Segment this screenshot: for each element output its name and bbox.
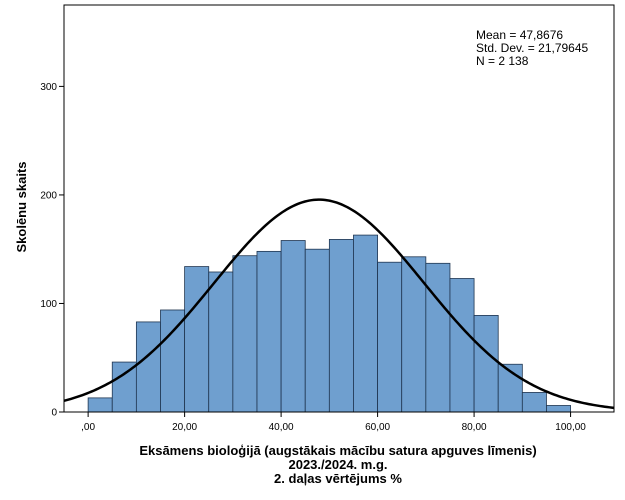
y-tick-label: 0 <box>51 408 57 419</box>
x-tick-label: ,00 <box>81 422 95 433</box>
x-tick-label: 80,00 <box>462 422 487 433</box>
histogram-bars <box>87 234 571 413</box>
histogram-bar <box>328 239 354 413</box>
x-tick-label: 100,00 <box>555 422 586 433</box>
histogram-bar <box>232 255 258 413</box>
histogram-bar <box>280 240 306 413</box>
y-axis-title: Skolēnu skaits <box>14 161 29 252</box>
stats-n-label: N = 2 138 <box>476 54 529 68</box>
histogram-bar <box>473 315 499 413</box>
histogram-bar <box>425 262 451 413</box>
y-tick-label: 100 <box>40 299 57 310</box>
histogram-bar <box>208 271 234 413</box>
histogram-bar <box>160 309 186 413</box>
x-tick-label: 60,00 <box>365 422 390 433</box>
stats-mean-label: Mean = 47,8676 <box>476 28 563 42</box>
x-tick-label: 20,00 <box>172 422 197 433</box>
histogram-bar <box>87 397 113 413</box>
y-tick-label: 200 <box>40 190 57 201</box>
normal-distribution-curve <box>63 198 615 410</box>
plot-frame <box>63 4 615 413</box>
x-axis-title-line-2: 2023./2024. m.g. <box>288 457 387 472</box>
histogram-bar <box>353 234 378 413</box>
x-axis-title-line-3: 2. daļas vērtējums % <box>274 471 402 486</box>
x-tick-label: 40,00 <box>269 422 294 433</box>
histogram-bar <box>449 278 475 413</box>
histogram-bar <box>135 321 161 413</box>
histogram-bar <box>521 392 547 413</box>
y-axis: 0 100 200 300 <box>40 82 64 419</box>
y-tick-label: 300 <box>40 82 57 93</box>
histogram-bar <box>401 256 427 413</box>
histogram-bar <box>304 248 330 413</box>
histogram-bar <box>111 361 137 413</box>
histogram-bar <box>546 405 571 413</box>
histogram-bar <box>256 250 282 413</box>
x-axis-title-line-1: Eksāmens bioloģijā (augstākais mācību sa… <box>139 443 536 458</box>
histogram-bar <box>377 261 403 413</box>
x-axis: ,00 20,00 40,00 60,00 80,00 100,00 <box>81 412 586 433</box>
stats-std-dev-label: Std. Dev. = 21,79645 <box>476 41 589 55</box>
histogram-bar <box>184 266 210 413</box>
